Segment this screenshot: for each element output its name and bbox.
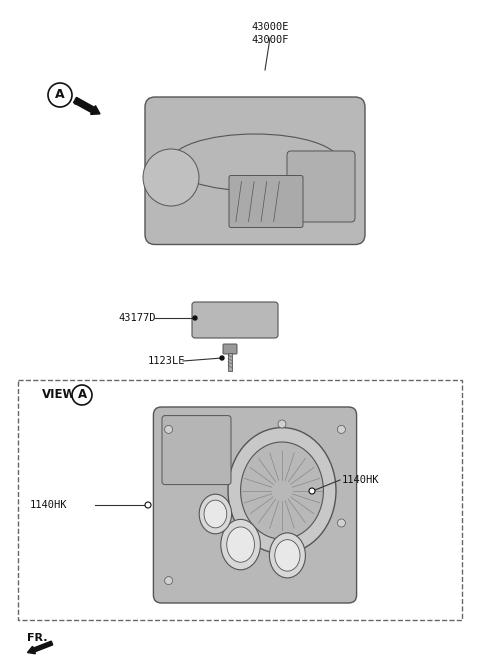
Circle shape [72,385,92,405]
FancyBboxPatch shape [287,151,355,222]
Ellipse shape [143,149,199,206]
Circle shape [48,83,72,107]
FancyBboxPatch shape [229,175,303,227]
Bar [228,353,232,371]
FancyBboxPatch shape [223,344,237,354]
Text: 1140HK: 1140HK [30,500,68,510]
Circle shape [165,577,173,585]
Ellipse shape [199,494,231,533]
Ellipse shape [240,442,324,539]
FancyBboxPatch shape [154,407,357,603]
FancyArrow shape [27,641,53,654]
Text: 1140HK: 1140HK [342,475,380,485]
Ellipse shape [170,134,340,191]
Circle shape [278,420,286,428]
Circle shape [337,425,346,434]
Circle shape [165,425,173,434]
Ellipse shape [227,527,254,562]
FancyBboxPatch shape [162,416,231,485]
Text: A: A [77,388,86,401]
Text: A: A [55,89,65,101]
Text: 1123LE: 1123LE [148,356,185,366]
FancyArrow shape [73,97,100,114]
Text: 43177D: 43177D [118,313,156,323]
Circle shape [309,488,315,494]
Ellipse shape [228,428,336,554]
Circle shape [145,502,151,508]
Ellipse shape [221,520,260,570]
Text: FR.: FR. [27,633,48,643]
Circle shape [193,316,197,320]
Text: VIEW: VIEW [42,388,76,401]
Ellipse shape [204,500,227,528]
FancyBboxPatch shape [145,97,365,244]
Circle shape [220,356,224,360]
FancyBboxPatch shape [192,302,278,338]
Ellipse shape [275,539,300,571]
Circle shape [337,519,346,527]
Bar [18,380,462,620]
Text: 43000E
43000F: 43000E 43000F [251,22,289,45]
Ellipse shape [269,533,305,578]
